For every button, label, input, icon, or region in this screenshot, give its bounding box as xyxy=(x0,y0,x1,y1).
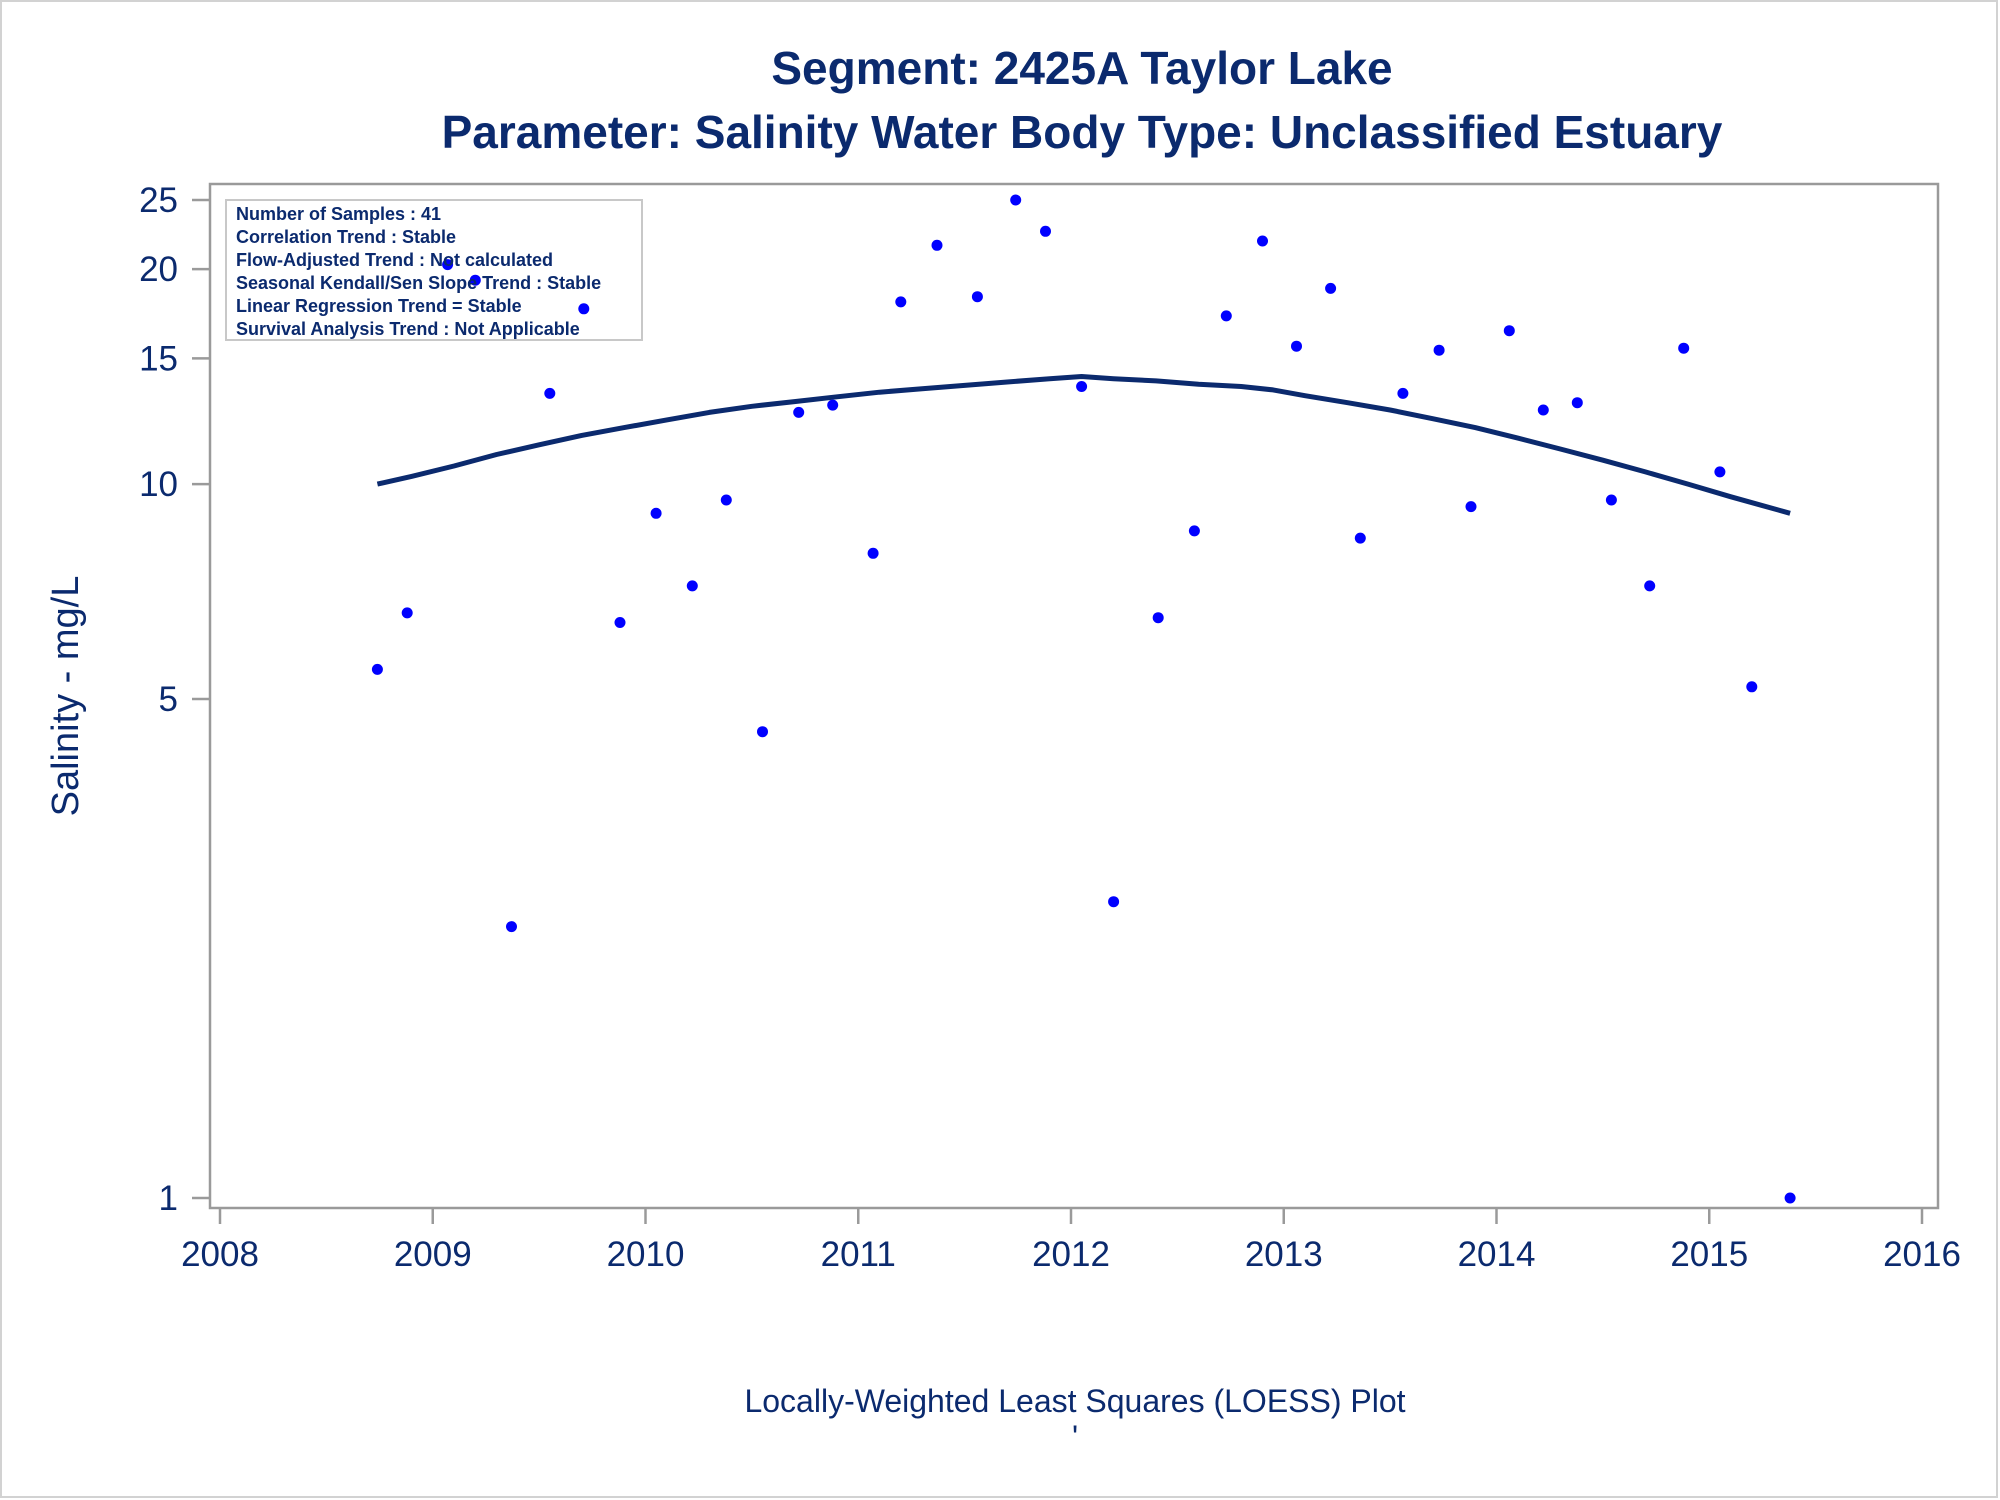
stats-line-survival-analysis: Survival Analysis Trend : Not Applicable xyxy=(236,319,580,339)
data-point xyxy=(971,291,983,303)
data-point xyxy=(1433,344,1445,356)
scatter-layer xyxy=(371,194,1796,1204)
data-point xyxy=(793,406,805,418)
data-point xyxy=(1571,397,1583,409)
data-point xyxy=(1325,282,1337,294)
footnote-mark: ' xyxy=(1072,1419,1078,1455)
data-point xyxy=(1291,340,1302,352)
loess-layer xyxy=(376,374,1791,516)
data-point xyxy=(867,547,879,559)
data-point xyxy=(1503,325,1515,337)
chart-subtitle: Parameter: Salinity Water Body Type: Unc… xyxy=(442,106,1723,158)
y-axis-label: Salinity - mg/L xyxy=(45,576,87,817)
stats-line-linear-regression: Linear Regression Trend = Stable xyxy=(236,296,522,316)
x-tick-label: 2014 xyxy=(1458,1235,1536,1274)
x-tick-label: 2016 xyxy=(1883,1235,1961,1274)
data-point xyxy=(1354,532,1366,544)
data-point xyxy=(1784,1192,1796,1204)
data-point xyxy=(578,303,590,315)
data-point xyxy=(931,239,943,251)
y-tick-label: 5 xyxy=(159,680,178,719)
data-point xyxy=(1678,342,1690,354)
data-point xyxy=(1465,501,1477,513)
x-tick-label: 2010 xyxy=(607,1235,685,1274)
y-tick-label: 1 xyxy=(159,1179,178,1218)
chart-title: Segment: 2425A Taylor Lake xyxy=(771,42,1392,94)
data-point xyxy=(469,274,481,286)
data-point xyxy=(544,387,556,399)
stats-line-seasonal-kendall: Seasonal Kendall/Sen Slope Trend : Stabl… xyxy=(236,273,601,293)
x-tick-label: 2009 xyxy=(394,1235,472,1274)
data-point xyxy=(506,921,517,933)
data-point xyxy=(827,399,839,411)
x-tick-label: 2011 xyxy=(821,1235,896,1274)
y-tick-label: 10 xyxy=(139,465,178,504)
stats-inset-box xyxy=(225,199,643,341)
data-point xyxy=(1644,580,1656,592)
data-point xyxy=(1397,387,1409,399)
x-tick-label: 2012 xyxy=(1032,1235,1110,1274)
data-point xyxy=(1040,225,1051,237)
data-point xyxy=(1257,235,1268,247)
data-point xyxy=(1108,896,1120,908)
data-point xyxy=(895,296,907,308)
stats-line-samples: Number of Samples : 41 xyxy=(236,204,441,224)
plot-area xyxy=(208,182,1940,1210)
data-point xyxy=(1010,194,1022,206)
y-tick-label: 25 xyxy=(139,181,178,220)
x-tick-label: 2015 xyxy=(1670,1235,1748,1274)
data-point xyxy=(442,259,454,271)
data-point xyxy=(720,494,732,506)
data-point xyxy=(1714,466,1726,478)
x-tick-label: 2008 xyxy=(181,1235,259,1274)
data-point xyxy=(757,726,768,738)
loess-line xyxy=(376,374,1791,516)
x-tick-label: 2013 xyxy=(1245,1235,1323,1274)
data-point xyxy=(1076,381,1088,392)
data-point xyxy=(1220,310,1232,322)
stats-line-flow-adjusted: Flow-Adjusted Trend : Not calculated xyxy=(236,250,553,270)
data-point xyxy=(1605,494,1617,506)
data-point xyxy=(1746,681,1758,693)
data-point xyxy=(1537,404,1549,416)
data-point xyxy=(614,617,626,628)
stats-inset: Number of Samples : 41 Correlation Trend… xyxy=(225,199,643,341)
stats-line-correlation: Correlation Trend : Stable xyxy=(236,227,456,247)
data-point xyxy=(650,507,662,519)
data-point xyxy=(1152,612,1164,624)
data-point xyxy=(1188,525,1200,537)
data-point xyxy=(401,607,413,619)
data-point xyxy=(371,663,383,675)
data-point xyxy=(686,580,698,592)
y-tick-label: 20 xyxy=(139,250,178,289)
y-tick-label: 15 xyxy=(139,339,178,378)
x-axis-label: Locally-Weighted Least Squares (LOESS) P… xyxy=(744,1383,1405,1419)
x-axis: 2008 2009 2010 2011 2012 2013 2014 2015 2016 xyxy=(181,1208,1961,1274)
